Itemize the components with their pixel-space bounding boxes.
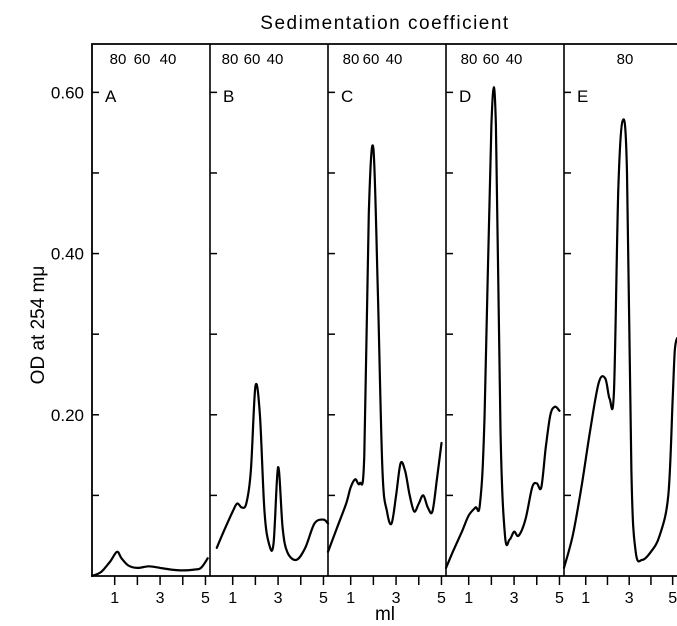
x-tick-label: 1 (346, 590, 355, 607)
panel-label: D (459, 87, 471, 106)
x-tick-label: 3 (625, 590, 634, 607)
top-tick-label: 40 (160, 51, 177, 68)
y-tick-label: 0.60 (51, 83, 84, 102)
panel-label: C (341, 87, 353, 106)
x-tick-label: 5 (319, 590, 328, 607)
panel-label: B (223, 87, 234, 106)
y-tick-label: 0.40 (51, 245, 84, 264)
x-tick-label: 1 (110, 590, 119, 607)
panel-dividers (209, 44, 565, 576)
top-tick-label: 60 (244, 51, 261, 68)
x-tick-label: 3 (392, 590, 401, 607)
y-tick-label: 0.20 (51, 406, 84, 425)
y-axis-label: OD at 254 mμ (28, 266, 49, 385)
top-tick-label: 80 (222, 51, 239, 68)
curve-panel-d (444, 86, 561, 569)
curve-panel-b (215, 383, 330, 562)
top-tick-label: 80 (110, 51, 127, 68)
x-tick-label: 1 (581, 590, 590, 607)
x-tick-label: 3 (510, 590, 519, 607)
curve-panel-a (90, 550, 209, 578)
x-tick-label: 5 (555, 590, 564, 607)
chart-title: Sedimentation coefficient (260, 13, 509, 34)
top-tick-label: 60 (483, 51, 500, 68)
curve-panel-c (326, 144, 443, 553)
y-axis: 0.60 0.40 0.20 (51, 83, 571, 497)
x-tick-label: 5 (668, 590, 677, 607)
x-tick-label: 1 (464, 590, 473, 607)
top-tick-label: 60 (363, 51, 380, 68)
top-tick-labels: 80 60 40 80 60 40 80 60 40 80 60 40 80 (110, 51, 634, 68)
top-tick-label: 40 (267, 51, 284, 68)
x-tick-label: 1 (228, 590, 237, 607)
top-tick-label: 80 (343, 51, 360, 68)
curves (90, 86, 677, 578)
x-tick-label: 3 (156, 590, 165, 607)
panel-letters: A B C D E (105, 87, 588, 106)
frame-top-left (91, 43, 677, 576)
top-tick-label: 80 (617, 51, 634, 68)
panel-label: A (105, 87, 117, 106)
panel-label: E (577, 87, 588, 106)
x-tick-label: 5 (437, 590, 446, 607)
top-tick-label: 80 (461, 51, 478, 68)
x-tick-label: 5 (201, 590, 210, 607)
plot-frame (91, 43, 677, 577)
top-tick-label: 40 (386, 51, 403, 68)
top-tick-label: 40 (506, 51, 523, 68)
x-axis-label: ml (375, 604, 395, 625)
top-tick-label: 60 (134, 51, 151, 68)
x-tick-label: 3 (274, 590, 283, 607)
curve-panel-e (562, 118, 677, 569)
